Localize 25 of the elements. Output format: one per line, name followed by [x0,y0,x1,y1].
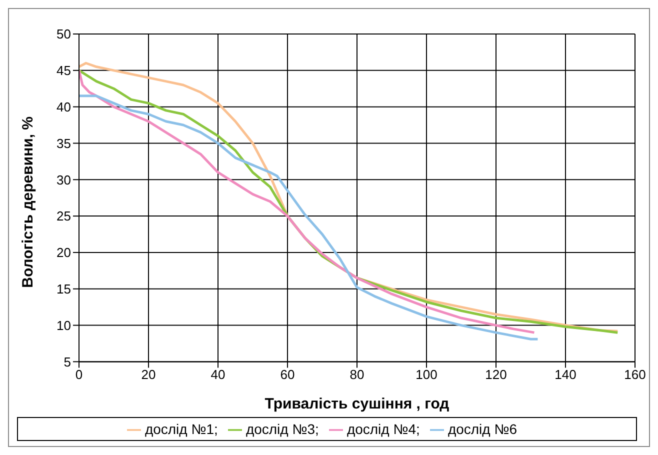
y-tick-label: 40 [56,99,71,114]
legend-label: дослід №3; [246,420,319,437]
legend-label: дослід №1; [144,420,218,437]
x-tick-label: 0 [75,366,83,382]
y-axis-title: Вологість деревини, % [19,116,36,288]
y-tick-label: 45 [56,63,71,78]
y-tick-label: 35 [56,136,71,151]
x-tick-label: 40 [210,366,226,382]
y-tick-label: 25 [56,208,71,224]
y-tick-label: 20 [56,245,71,260]
x-axis-title: Тривалість сушіння , год [264,396,450,413]
y-tick-label: 10 [56,318,71,333]
x-tick-label: 80 [350,366,364,382]
x-tick-label: 100 [416,366,438,382]
y-tick-label: 5 [64,354,71,370]
y-tick-label: 30 [56,172,71,188]
legend-label: дослід №6 [448,420,518,437]
y-tick-label: 15 [56,281,71,296]
x-tick-label: 20 [141,366,156,382]
legend-label: дослід №4; [346,420,420,437]
x-tick-label: 120 [485,366,507,382]
x-tick-label: 60 [280,366,295,382]
y-tick-label: 50 [56,26,71,42]
x-tick-label: 160 [624,366,646,382]
x-tick-label: 140 [554,366,576,382]
